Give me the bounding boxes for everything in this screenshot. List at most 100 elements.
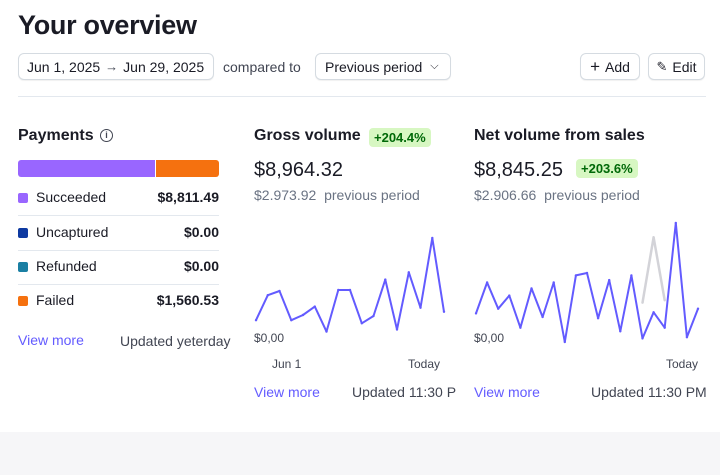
payment-row-succeeded[interactable]: Succeeded $8,811.49 <box>18 181 219 216</box>
net-view-more-link[interactable]: View more <box>474 384 540 400</box>
data-point[interactable] <box>372 314 375 318</box>
add-label: Add <box>605 58 630 75</box>
net-change-badge: +203.6% <box>576 159 638 178</box>
data-point[interactable] <box>266 294 269 297</box>
data-point[interactable] <box>608 278 611 282</box>
chevron-down-icon: ⌵ <box>430 60 439 72</box>
plus-icon: + <box>590 57 600 76</box>
data-point[interactable] <box>630 274 633 277</box>
gross-previous-label: previous period <box>324 187 420 203</box>
payment-row-failed[interactable]: Failed $1,560.53 <box>18 284 219 318</box>
row-label: Uncaptured <box>36 224 109 240</box>
data-point[interactable] <box>407 271 410 274</box>
gross-previous-value: $2.973.92 <box>254 187 317 203</box>
data-point[interactable] <box>519 326 522 329</box>
comparison-period-value: Previous period <box>325 58 423 75</box>
info-icon[interactable]: i <box>100 129 113 142</box>
data-point[interactable] <box>485 281 489 284</box>
data-point[interactable] <box>254 319 258 322</box>
data-point[interactable] <box>384 278 387 281</box>
data-point[interactable] <box>508 294 511 297</box>
row-label: Succeeded <box>36 189 107 205</box>
gross-previous: $2.973.92 previous period <box>254 187 420 203</box>
status-dot <box>18 296 28 306</box>
data-point[interactable] <box>663 326 666 329</box>
gross-y-zero-label: $0,00 <box>254 331 285 345</box>
data-point[interactable] <box>652 236 655 239</box>
series-line-current <box>475 222 699 343</box>
status-dot <box>18 193 28 203</box>
payment-row-refunded[interactable]: Refunded $0.00 <box>18 250 219 285</box>
net-y-zero-label: $0,00 <box>474 331 505 345</box>
data-point[interactable] <box>641 301 644 304</box>
net-x-end-label: Today <box>666 357 699 371</box>
data-point[interactable] <box>313 305 316 308</box>
net-volume-chart[interactable] <box>474 220 700 350</box>
comparison-period-select[interactable]: Previous period ⌵ <box>315 53 451 80</box>
status-dot <box>18 262 28 272</box>
net-previous: $2.906.66 previous period <box>474 187 640 203</box>
gross-volume-chart[interactable] <box>254 230 446 350</box>
date-start: Jun 1, 2025 <box>27 58 101 75</box>
data-point[interactable] <box>348 288 352 292</box>
edit-button[interactable]: ✎ Edit <box>648 53 705 80</box>
status-dot <box>18 228 28 238</box>
date-end: Jun 29, 2025 <box>123 58 205 75</box>
edit-label: Edit <box>672 58 697 75</box>
data-point[interactable] <box>474 312 478 315</box>
data-point[interactable] <box>619 330 622 333</box>
data-point[interactable] <box>541 315 544 319</box>
row-label: Refunded <box>36 258 97 274</box>
gross-updated: Updated 11:30 P <box>352 384 457 400</box>
gross-x-start-label: Jun 1 <box>272 357 302 371</box>
data-point[interactable] <box>552 281 555 284</box>
gross-change-badge: +204.4% <box>369 128 431 147</box>
payments-title: Payments <box>18 127 94 144</box>
payments-view-more-link[interactable]: View more <box>18 332 84 348</box>
data-point[interactable] <box>278 289 281 293</box>
row-value: $1,560.53 <box>156 292 219 308</box>
row-value: $8,811.49 <box>157 189 219 205</box>
data-point[interactable] <box>337 288 340 292</box>
data-point[interactable] <box>563 340 566 344</box>
page-title: Your overview <box>18 10 197 40</box>
net-previous-label: previous period <box>544 187 640 203</box>
net-volume-value: $8,845.25 <box>474 159 563 181</box>
pencil-icon: ✎ <box>656 58 668 74</box>
data-point[interactable] <box>290 319 293 322</box>
data-point[interactable] <box>325 330 328 333</box>
data-point[interactable] <box>419 306 422 309</box>
data-point[interactable] <box>641 337 644 340</box>
data-point[interactable] <box>574 274 578 277</box>
data-point[interactable] <box>442 310 446 313</box>
net-volume-title[interactable]: Net volume from sales <box>474 127 645 144</box>
payments-bar-succeeded[interactable] <box>18 160 155 177</box>
data-point[interactable] <box>497 307 500 310</box>
date-range-picker[interactable]: Jun 1, 2025 → Jun 29, 2025 <box>18 53 214 80</box>
gross-volume-value: $8,964.32 <box>254 159 343 181</box>
data-point[interactable] <box>652 311 655 314</box>
data-point[interactable] <box>530 287 533 290</box>
data-point[interactable] <box>663 299 666 302</box>
payment-row-uncaptured[interactable]: Uncaptured $0.00 <box>18 216 219 251</box>
data-point[interactable] <box>431 236 434 240</box>
row-value: $0.00 <box>183 224 219 240</box>
gross-volume-title[interactable]: Gross volume <box>254 127 361 144</box>
payments-updated: Updated yeterday <box>120 333 231 349</box>
add-button[interactable]: + Add <box>580 53 640 80</box>
arrow-right-icon: → <box>105 59 119 74</box>
page-bottom-fade <box>0 432 720 475</box>
gross-view-more-link[interactable]: View more <box>254 384 320 400</box>
data-point[interactable] <box>685 336 689 339</box>
series-line-previous <box>641 236 666 303</box>
data-point[interactable] <box>696 307 700 310</box>
data-point[interactable] <box>585 271 589 275</box>
data-point[interactable] <box>301 313 305 317</box>
net-updated: Updated 11:30 PM <box>591 384 707 400</box>
data-point[interactable] <box>395 328 399 331</box>
data-point[interactable] <box>674 221 677 225</box>
data-point[interactable] <box>360 322 363 325</box>
series-line-current <box>255 237 445 333</box>
payments-bar-failed[interactable] <box>156 160 219 177</box>
data-point[interactable] <box>596 317 600 320</box>
